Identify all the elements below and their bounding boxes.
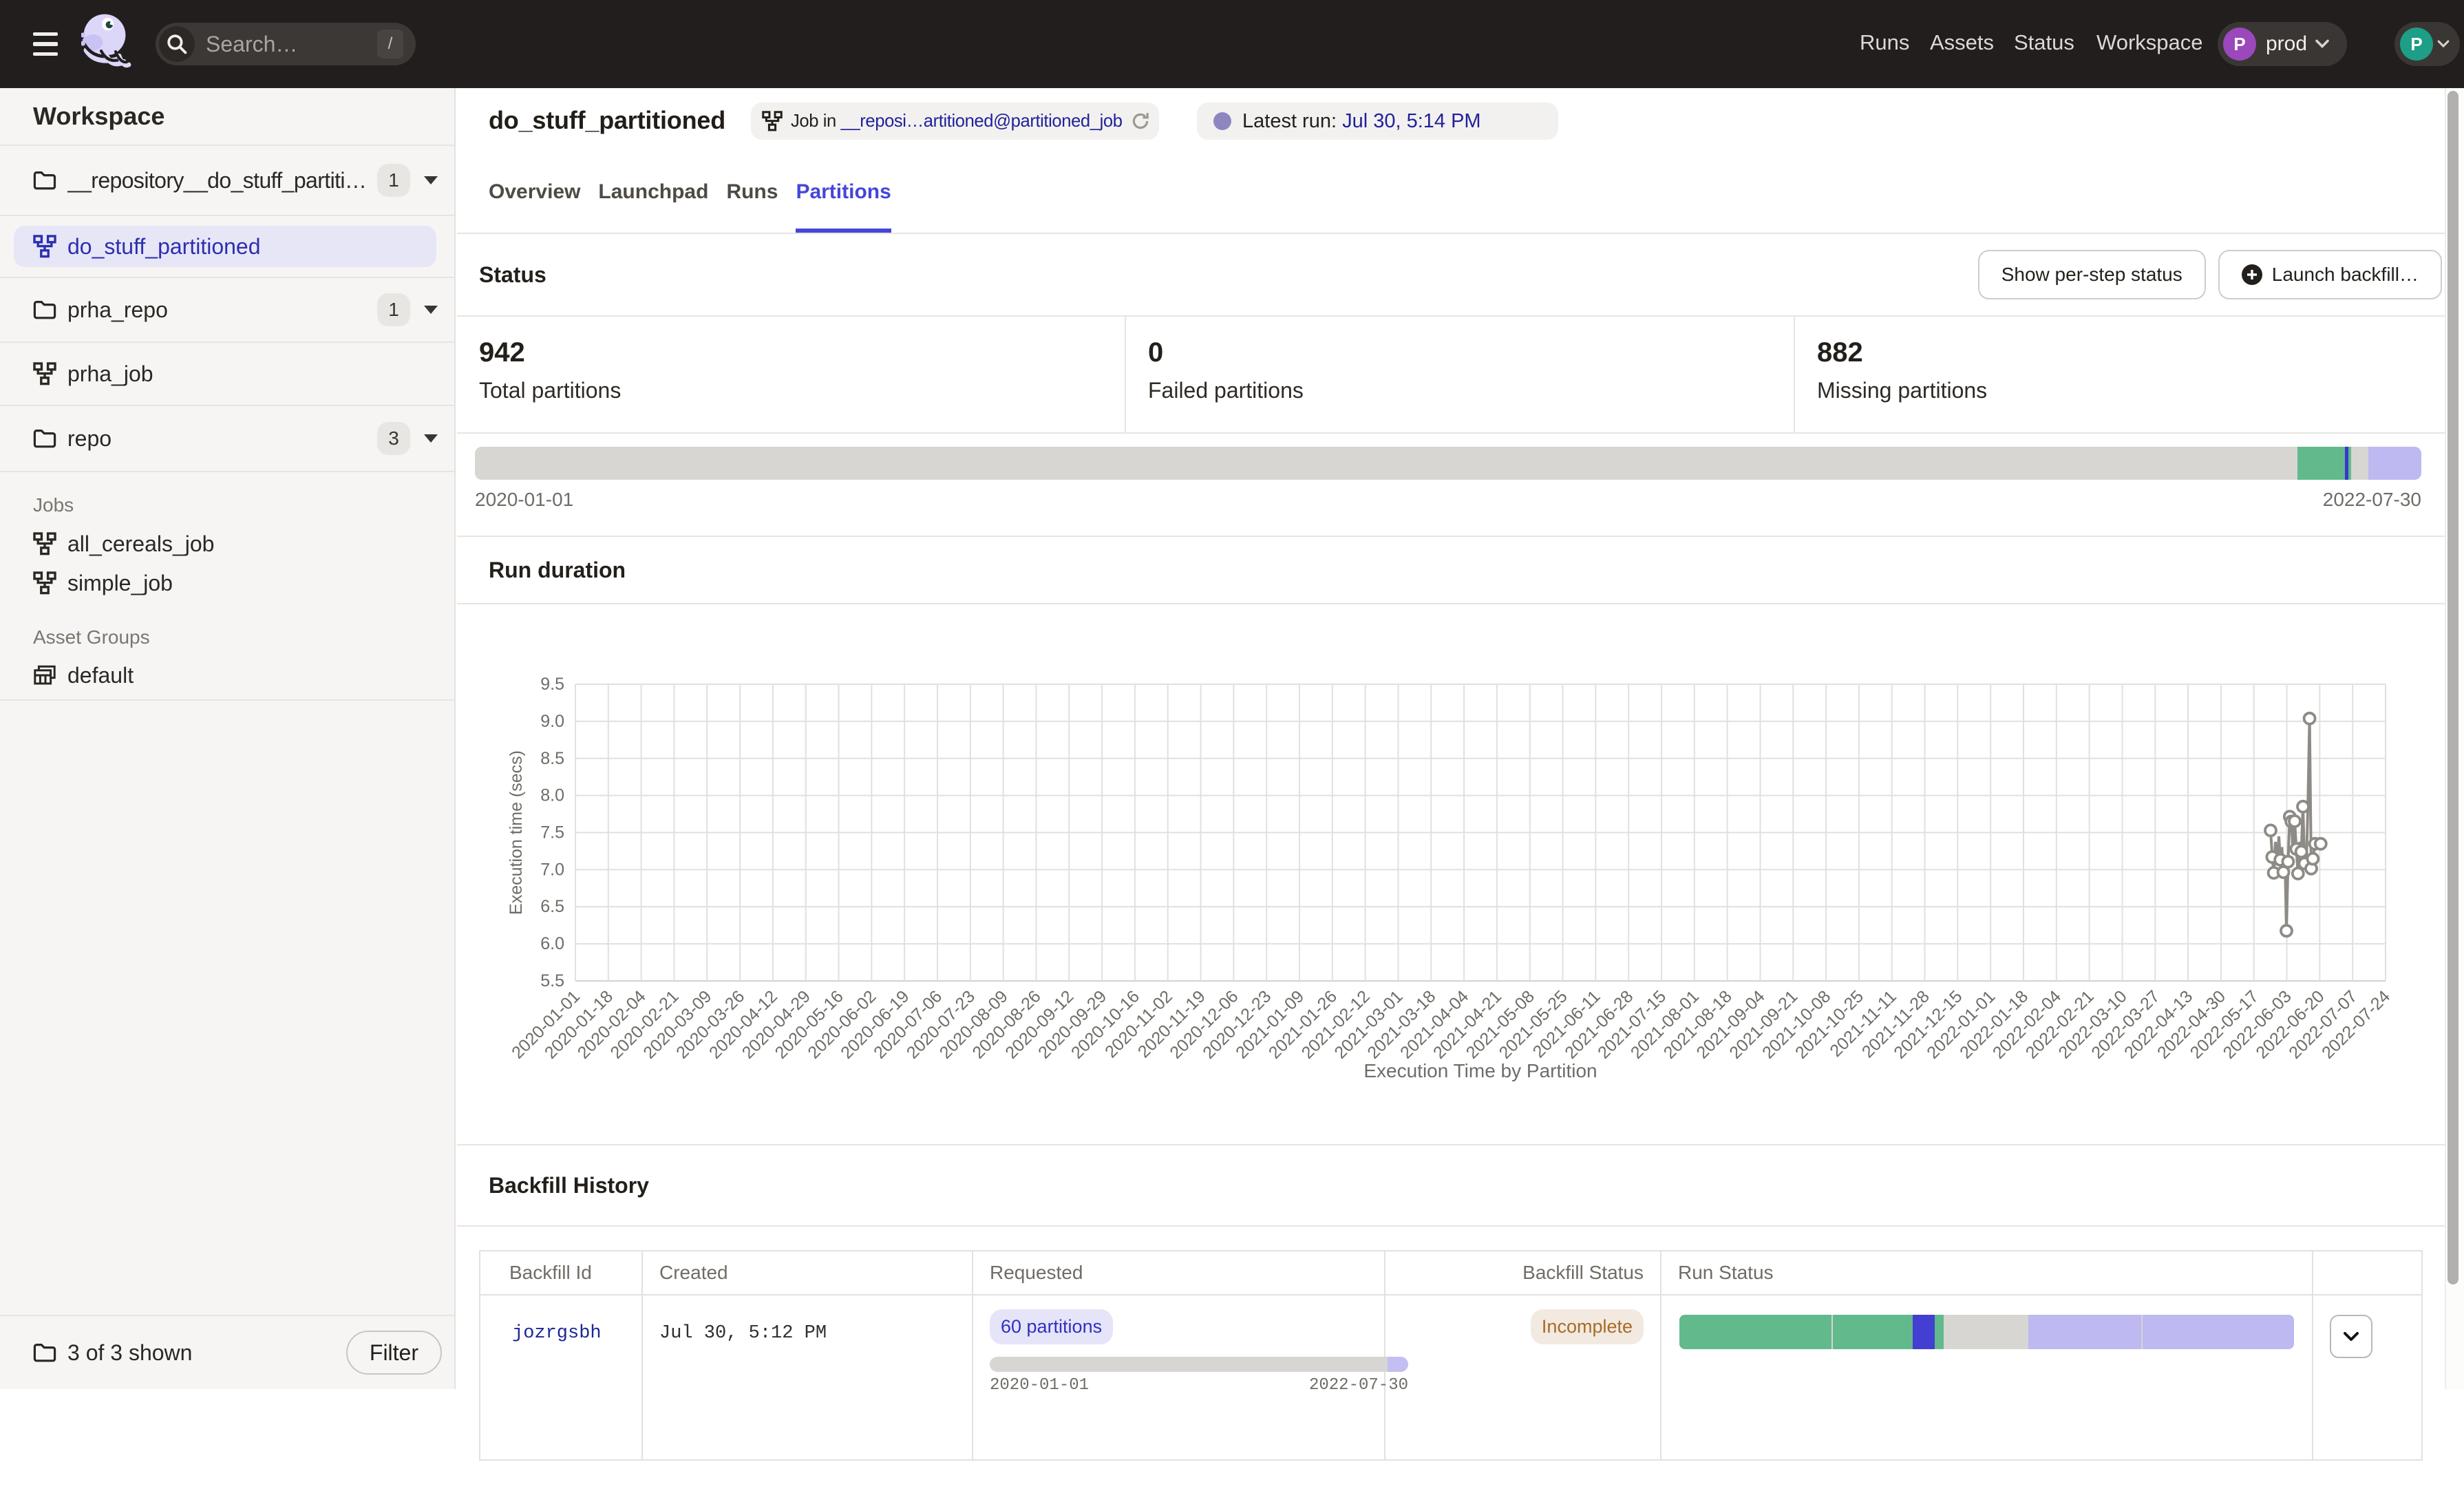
svg-text:9.5: 9.5 bbox=[540, 675, 564, 694]
svg-text:7.5: 7.5 bbox=[540, 823, 564, 843]
svg-text:8.5: 8.5 bbox=[540, 749, 564, 768]
svg-text:Execution time (secs): Execution time (secs) bbox=[507, 750, 526, 915]
svg-text:5.5: 5.5 bbox=[540, 971, 564, 991]
svg-text:6.5: 6.5 bbox=[540, 897, 564, 916]
svg-text:9.0: 9.0 bbox=[540, 712, 564, 731]
svg-text:6.0: 6.0 bbox=[540, 934, 564, 953]
svg-text:8.0: 8.0 bbox=[540, 786, 564, 805]
svg-text:7.0: 7.0 bbox=[540, 860, 564, 879]
svg-text:Execution Time by Partition: Execution Time by Partition bbox=[1363, 1060, 1597, 1081]
